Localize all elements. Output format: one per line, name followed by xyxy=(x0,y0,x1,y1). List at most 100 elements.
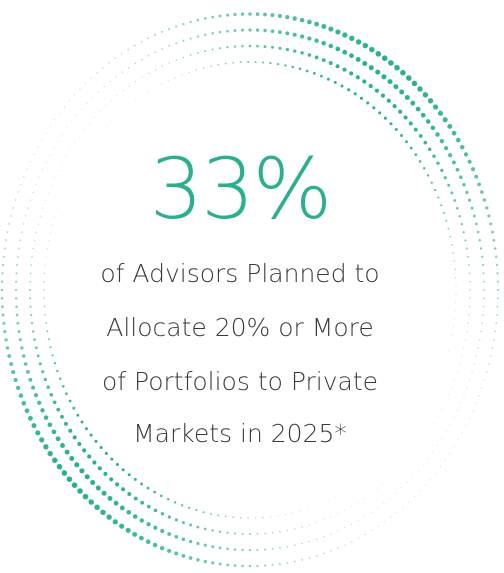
ring-dot xyxy=(422,464,424,466)
ring-dot xyxy=(74,462,80,468)
ring-dot xyxy=(422,167,426,170)
ring-dot xyxy=(278,46,282,50)
ring-dot xyxy=(390,456,392,457)
ring-dot xyxy=(354,485,356,487)
ring-dot xyxy=(450,191,454,195)
ring-dot xyxy=(50,184,52,186)
ring-dot xyxy=(211,545,215,549)
ring-dot xyxy=(348,489,350,491)
ring-dot xyxy=(12,207,14,209)
ring-dot xyxy=(78,135,80,137)
ring-dot xyxy=(23,176,25,178)
caption-line: of Portfolios to Private xyxy=(102,367,378,396)
ring-dot xyxy=(269,61,272,65)
ring-dot xyxy=(380,93,385,98)
ring-dot xyxy=(480,330,482,333)
ring-dot xyxy=(174,77,176,79)
ring-dot xyxy=(210,65,212,67)
ring-dot xyxy=(53,147,55,149)
ring-dot xyxy=(263,12,267,17)
ring-dot xyxy=(321,58,326,63)
ring-dot xyxy=(15,305,18,308)
ring-dot xyxy=(74,94,76,96)
ring-dot xyxy=(174,534,179,539)
ring-dot xyxy=(107,495,113,501)
ring-dot xyxy=(335,29,341,35)
ring-dot xyxy=(294,528,296,530)
stat: 33% xyxy=(150,140,331,238)
ring-dot xyxy=(298,67,302,71)
ring-dot xyxy=(141,76,143,78)
ring-dot xyxy=(92,460,97,465)
ring-dot xyxy=(233,45,237,48)
ring-dot xyxy=(458,175,463,180)
ring-dot xyxy=(469,280,471,283)
ring-dot xyxy=(38,362,42,366)
ring-dot xyxy=(196,541,200,546)
ring-dot xyxy=(424,484,426,486)
ring-dot xyxy=(25,215,27,217)
ring-dot xyxy=(93,117,95,118)
ring-dot xyxy=(153,525,158,530)
ring-dot xyxy=(437,110,444,116)
ring-dot xyxy=(1,313,5,317)
ring-dot xyxy=(140,41,143,43)
caption-line: Markets in 2025* xyxy=(133,419,347,448)
ring-dot xyxy=(375,69,381,75)
ring-dot xyxy=(442,211,445,214)
ring-dot xyxy=(353,92,357,96)
ring-dot xyxy=(496,272,499,275)
ring-dot xyxy=(291,65,294,69)
ring-dot xyxy=(455,167,460,172)
ring-dot xyxy=(392,104,397,109)
ring-dot xyxy=(433,188,437,192)
ring-dot xyxy=(135,100,136,101)
ring-dot xyxy=(481,263,484,267)
ring-dot xyxy=(83,129,85,131)
ring-dot xyxy=(62,193,64,195)
ring-dot xyxy=(382,483,384,485)
ring-dot xyxy=(14,297,18,300)
ring-dot xyxy=(478,239,481,242)
ring-dot xyxy=(152,542,158,548)
ring-dot xyxy=(119,523,125,529)
ring-dot xyxy=(57,169,59,171)
ring-dot xyxy=(108,62,110,64)
ring-dot xyxy=(305,69,309,73)
ring-dot xyxy=(35,184,37,186)
ring-dot xyxy=(454,310,456,312)
ring-dot xyxy=(419,418,421,419)
ring-dot xyxy=(300,34,305,39)
ring-dot xyxy=(140,482,144,486)
ring-dot xyxy=(477,347,479,349)
ring-dot xyxy=(404,95,410,100)
ring-dot xyxy=(26,168,28,170)
ring-dot xyxy=(160,529,165,533)
ring-dot xyxy=(29,280,31,283)
ring-dot xyxy=(326,77,330,81)
ring-dot xyxy=(448,153,453,158)
ring-dot xyxy=(299,17,305,23)
ring-dot xyxy=(203,527,207,531)
ring-dot xyxy=(444,459,446,461)
ring-dot xyxy=(383,502,385,504)
ring-dot xyxy=(100,509,106,516)
ring-dot xyxy=(0,280,4,283)
ring-dot xyxy=(469,289,471,291)
ring-dot xyxy=(437,416,439,418)
ring-dot xyxy=(9,362,14,367)
ring-dot xyxy=(278,30,282,34)
ring-dot xyxy=(472,410,474,412)
ring-dot xyxy=(439,139,445,144)
ring-dot xyxy=(279,547,281,549)
ring-dot xyxy=(460,223,463,226)
ring-dot xyxy=(423,140,428,145)
ring-dot xyxy=(264,532,266,535)
ring-dot xyxy=(96,72,98,74)
ring-dot xyxy=(115,462,119,467)
ring-dot xyxy=(64,449,70,455)
ring-dot xyxy=(323,552,325,555)
ring-dot xyxy=(139,535,144,541)
ring-dot xyxy=(370,511,372,513)
ring-dot xyxy=(31,385,36,390)
